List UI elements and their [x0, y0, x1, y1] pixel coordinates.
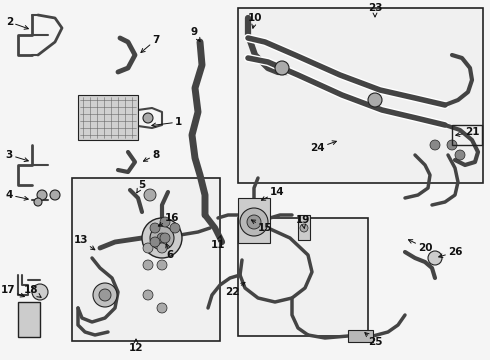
Bar [238, 198, 270, 243]
Text: 22: 22 [225, 282, 245, 297]
Circle shape [157, 233, 167, 243]
Bar [18, 302, 40, 337]
Circle shape [160, 217, 170, 227]
Text: 14: 14 [262, 187, 285, 200]
Text: 24: 24 [310, 141, 336, 153]
Circle shape [247, 215, 261, 229]
Text: 25: 25 [365, 333, 383, 347]
Circle shape [32, 284, 48, 300]
Text: 2: 2 [6, 17, 28, 29]
Text: 3: 3 [6, 150, 28, 162]
Circle shape [157, 303, 167, 313]
Circle shape [368, 93, 382, 107]
Circle shape [240, 208, 268, 236]
Circle shape [143, 243, 153, 253]
Text: 13: 13 [74, 235, 95, 250]
Text: 7: 7 [141, 35, 159, 53]
Text: 23: 23 [368, 3, 382, 17]
Bar [298, 215, 310, 240]
Circle shape [50, 190, 60, 200]
Bar [238, 218, 368, 336]
Circle shape [150, 223, 160, 233]
Bar [72, 178, 220, 341]
Text: 17: 17 [0, 285, 24, 297]
Circle shape [447, 140, 457, 150]
Bar [452, 125, 482, 145]
Circle shape [160, 233, 170, 243]
Circle shape [430, 140, 440, 150]
Text: 11: 11 [211, 236, 225, 250]
Circle shape [144, 189, 156, 201]
Text: 15: 15 [251, 220, 272, 233]
Circle shape [170, 223, 180, 233]
Text: 12: 12 [129, 339, 143, 353]
Text: 4: 4 [5, 190, 28, 200]
Bar [238, 8, 483, 183]
Bar [348, 330, 373, 342]
Circle shape [34, 198, 42, 206]
Circle shape [93, 283, 117, 307]
Circle shape [150, 226, 174, 250]
Circle shape [275, 61, 289, 75]
Circle shape [150, 237, 160, 247]
Circle shape [143, 290, 153, 300]
Text: 20: 20 [409, 240, 433, 253]
Text: 10: 10 [248, 13, 263, 28]
Circle shape [143, 113, 153, 123]
Text: 19: 19 [295, 215, 310, 228]
Circle shape [99, 289, 111, 301]
Circle shape [157, 243, 167, 253]
Circle shape [143, 260, 153, 270]
Circle shape [455, 150, 465, 160]
Circle shape [157, 260, 167, 270]
Text: 1: 1 [152, 117, 182, 127]
Text: 26: 26 [439, 247, 463, 258]
Circle shape [37, 190, 47, 200]
Circle shape [300, 224, 308, 232]
Text: 21: 21 [456, 127, 480, 137]
Circle shape [142, 218, 182, 258]
Text: 5: 5 [137, 180, 145, 193]
Text: 6: 6 [166, 244, 174, 260]
Text: 16: 16 [158, 213, 179, 226]
Text: 18: 18 [24, 285, 41, 297]
Bar [78, 95, 138, 140]
Text: 9: 9 [191, 27, 200, 42]
Circle shape [428, 251, 442, 265]
Text: 8: 8 [144, 150, 159, 161]
